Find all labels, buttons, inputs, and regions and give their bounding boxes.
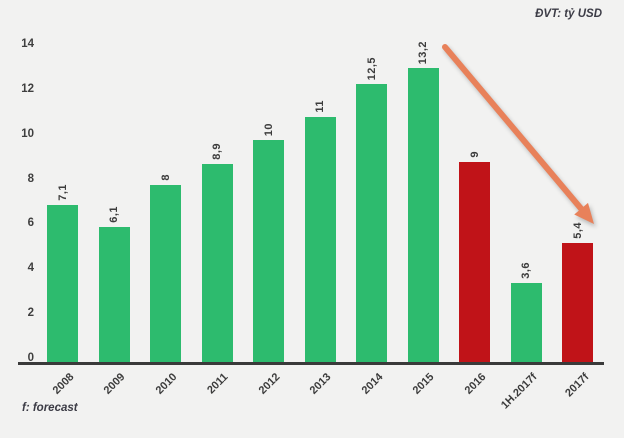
bar-2016 [459, 162, 490, 364]
bar-2010 [150, 185, 181, 364]
y-axis-tick-label: 2 [27, 307, 34, 320]
x-axis-line [18, 362, 604, 365]
bar-1H.2017f [510, 283, 542, 364]
bar-value-label: 12,5 [365, 56, 378, 80]
bar-value-label: 7,1 [56, 184, 69, 201]
bar-2013 [304, 117, 336, 364]
y-axis-tick-label: 0 [27, 352, 34, 364]
x-axis-category-label: 2010 [153, 371, 179, 397]
bar-value-label: 11 [314, 100, 326, 113]
bar-2009 [98, 227, 130, 364]
bar-value-label: 13,2 [417, 40, 429, 64]
y-axis-tick-label: 10 [21, 127, 34, 140]
bar-value-label: 8,9 [211, 143, 223, 160]
bar-value-label: 3,6 [520, 262, 532, 279]
forecast-footnote: f: forecast [22, 402, 78, 414]
bar-value-label: 5,4 [571, 222, 584, 239]
x-axis-category-label: 2017f [562, 371, 591, 400]
x-axis-category-label: 2016 [462, 371, 488, 397]
y-axis-tick-label: 12 [21, 82, 34, 95]
x-axis-category-label: 2011 [205, 371, 231, 397]
bar-value-label: 6,1 [108, 206, 120, 223]
x-axis-category-label: 2008 [50, 371, 76, 397]
bar-value-label: 9 [468, 151, 481, 158]
bar-2015 [407, 68, 439, 364]
x-axis-category-label: 2014 [359, 371, 385, 397]
y-axis-tick-label: 14 [21, 37, 34, 50]
bar-2011 [201, 164, 233, 364]
y-axis-tick-label: 6 [27, 217, 34, 230]
bar-value-label: 10 [262, 122, 275, 136]
bar-2017f [562, 243, 593, 364]
y-axis-tick-label: 8 [27, 172, 34, 185]
bar-2008 [47, 205, 78, 364]
x-axis-category-label: 1H.2017f [498, 371, 540, 412]
x-axis-category-label: 2012 [256, 371, 282, 397]
x-axis-category-label: 2009 [101, 371, 128, 397]
y-axis-tick-label: 4 [27, 262, 34, 275]
x-axis-category-label: 2015 [410, 371, 437, 397]
bar-2014 [356, 84, 387, 364]
bar-value-label: 8 [159, 174, 172, 181]
unit-note: ĐVT: tỷ USD [535, 8, 602, 20]
bar-2012 [253, 140, 284, 364]
x-axis-category-label: 2013 [307, 371, 334, 397]
